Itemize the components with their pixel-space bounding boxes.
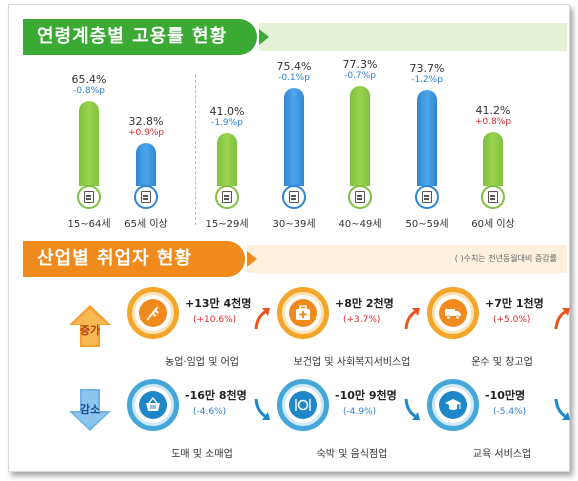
document-icon — [348, 185, 372, 209]
bar — [284, 87, 304, 186]
value-label: 32.8% — [128, 115, 164, 129]
age-section-title: 연령계층별 고용률 현황 — [23, 19, 257, 55]
decrease-tag: 감소 — [67, 389, 113, 431]
infographic-frame: 연령계층별 고용률 현황 65.4% -0.8%p 15~64세 32.8% +0.9%… — [8, 4, 570, 472]
increase-tag: 증가 — [67, 305, 113, 347]
age-section-banner: 연령계층별 고용률 현황 — [23, 19, 567, 55]
icon-ring — [127, 287, 179, 339]
category-label: 15~64세 — [67, 219, 111, 230]
industry-name: 농업·임업 및 어업 — [165, 357, 239, 368]
industry-amount: -10만명 — [485, 389, 526, 402]
industry-amount: -16만 8천명 — [185, 389, 247, 402]
industry-rate: (-4.9%) — [343, 407, 377, 417]
industry-amount: +8만 2천명 — [335, 297, 394, 310]
industry-rate: (+5.0%) — [493, 315, 531, 325]
document-icon — [282, 185, 306, 209]
banner-strip — [259, 23, 567, 51]
wheat-icon — [146, 306, 159, 321]
industry-section-banner: ( )수치는 전년동월대비 증감률 산업별 취업자 현황 — [23, 241, 567, 277]
industry-name: 보건업 및 사회복지서비스업 — [293, 357, 411, 368]
icon-ring — [277, 379, 329, 431]
banner-chevron-icon — [259, 29, 269, 45]
banner-chevron-icon — [247, 251, 257, 267]
bar — [350, 85, 370, 186]
industry-name: 교육 서비스업 — [472, 449, 532, 460]
industry-amount: +13만 4천명 — [185, 297, 252, 310]
industry-name: 운수 및 창고업 — [471, 357, 533, 368]
down-trend-arrow-icon — [254, 398, 270, 420]
industry-rate: (-5.4%) — [493, 407, 527, 417]
industry-rate: (+10.6%) — [193, 315, 237, 325]
industry-rate: (+3.7%) — [343, 315, 381, 325]
industry-card: +13만 4천명 (+10.6%) 농업·임업 및 어업 — [127, 287, 277, 368]
up-trend-arrow-icon — [254, 308, 270, 330]
banner-strip: ( )수치는 전년동월대비 증감률 — [247, 245, 567, 273]
increase-label: 증가 — [79, 324, 101, 337]
category-label: 60세 이상 — [471, 219, 515, 230]
down-trend-arrow-icon — [554, 398, 570, 420]
industry-section-title: 산업별 취업자 현황 — [23, 241, 245, 277]
industry-rate: (-4.6%) — [193, 407, 227, 417]
industry-card: +8만 2천명 (+3.7%) 보건업 및 사회복지서비스업 — [277, 287, 427, 368]
industry-name: 도매 및 소매업 — [171, 449, 233, 460]
value-label: 73.7% — [409, 62, 445, 76]
document-icon — [481, 185, 505, 209]
industry-card: -10만 9천명 (-4.9%) 숙박 및 음식점업 — [277, 379, 427, 460]
change-label: -1.2%p — [411, 75, 443, 86]
icon-ring — [127, 379, 179, 431]
category-label: 40~49세 — [338, 219, 382, 230]
document-icon — [215, 185, 239, 209]
change-label: -0.7%p — [344, 70, 376, 81]
value-label: 77.3% — [342, 57, 378, 71]
up-trend-arrow-icon — [554, 308, 570, 330]
bar — [417, 90, 437, 186]
value-label: 75.4% — [276, 59, 312, 73]
industry-card: -10만명 (-5.4%) 교육 서비스업 — [427, 379, 577, 460]
dining-icon — [295, 399, 311, 411]
change-label: -0.1%p — [278, 72, 310, 83]
category-label: 30~39세 — [272, 219, 316, 230]
document-icon — [77, 185, 101, 209]
icon-ring — [277, 287, 329, 339]
down-trend-arrow-icon — [404, 398, 420, 420]
document-icon — [415, 185, 439, 209]
industry-name: 숙박 및 음식점업 — [316, 449, 388, 460]
truck-icon — [445, 309, 461, 320]
rate-note: ( )수치는 전년동월대비 증감률 — [454, 254, 557, 263]
value-label: 41.0% — [209, 104, 245, 118]
category-label: 65세 이상 — [124, 219, 168, 230]
bar — [79, 100, 99, 186]
industry-amount: +7만 1천명 — [485, 297, 544, 310]
bar — [483, 132, 503, 186]
change-label: +0.9%p — [127, 128, 165, 139]
up-trend-arrow-icon — [404, 308, 420, 330]
document-icon — [134, 185, 158, 209]
change-label: -0.8%p — [73, 85, 105, 96]
group-divider — [195, 75, 196, 225]
basket-icon — [146, 396, 160, 411]
bar — [217, 132, 237, 186]
increase-arrow-icon — [69, 305, 111, 347]
industry-amount: -10만 9천명 — [335, 389, 397, 402]
value-label: 41.2% — [475, 104, 511, 118]
change-label: +0.8%p — [474, 117, 512, 128]
decrease-arrow-icon — [69, 389, 111, 431]
bar — [136, 143, 156, 186]
category-label: 50~59세 — [405, 219, 449, 230]
value-label: 65.4% — [71, 72, 107, 86]
medical-kit-icon — [296, 305, 310, 320]
icon-ring — [427, 379, 479, 431]
industry-card: -16만 8천명 (-4.6%) 도매 및 소매업 — [127, 379, 277, 460]
decrease-label: 감소 — [79, 403, 101, 416]
industry-card: +7만 1천명 (+5.0%) 운수 및 창고업 — [427, 287, 577, 368]
graduation-cap-icon — [445, 399, 461, 410]
change-label: -1.9%p — [211, 117, 243, 128]
icon-ring — [427, 287, 479, 339]
category-label: 15~29세 — [205, 219, 249, 230]
